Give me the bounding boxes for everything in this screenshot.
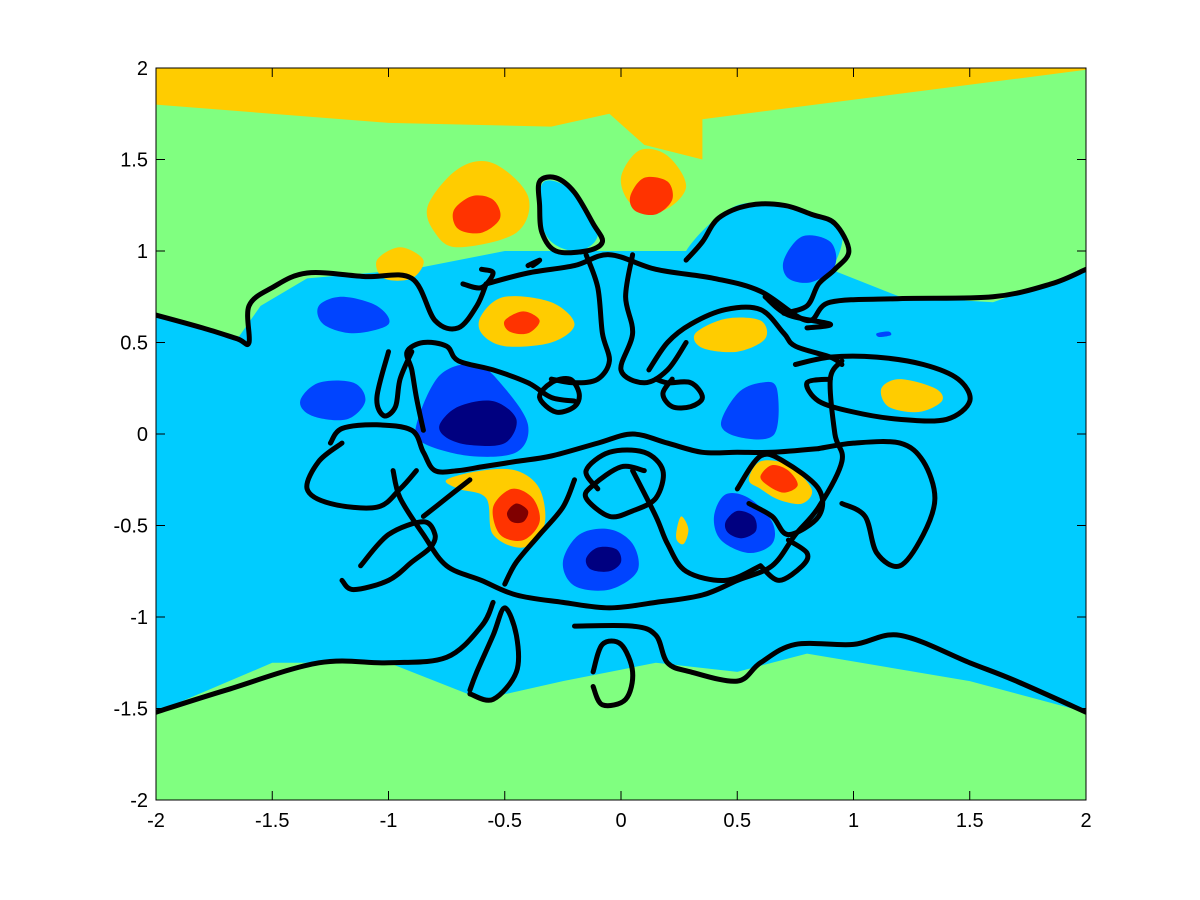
contour-region-pos3-21	[506, 503, 529, 524]
contour-region-pos1-0	[156, 68, 1086, 160]
y-tick-label: 0	[137, 424, 148, 446]
contour-region-pos1-28	[676, 516, 689, 545]
x-tick-label: 1	[848, 810, 859, 832]
contour-line-23	[816, 439, 938, 569]
contour-region-neg2-17	[720, 381, 779, 440]
x-tick-label: 2	[1080, 810, 1091, 832]
contour-line-25	[758, 537, 811, 583]
contour-region-pos2-5	[452, 195, 501, 234]
contour-region-pos1-18	[880, 379, 943, 413]
contour-region-pos1-8	[376, 247, 424, 281]
y-axis: -2 -1.5 -1 -0.5 0 0.5 1 1.5 2	[114, 58, 1086, 812]
y-tick-label: -0.5	[114, 516, 148, 538]
contour-line-21	[339, 519, 438, 593]
contour-region-pos1-13	[693, 317, 768, 353]
x-tick-label: 1.5	[956, 810, 984, 832]
x-tick-label: -1.5	[255, 810, 289, 832]
x-tick-label: -0.5	[488, 810, 522, 832]
contour-line-2	[762, 294, 833, 331]
contour-line-6	[525, 257, 543, 269]
contour-line-13	[548, 252, 612, 386]
contour-line-28	[467, 605, 522, 703]
contour-region-neg2-10	[317, 296, 390, 334]
contour-line-0	[156, 270, 489, 348]
contour-line-11	[537, 375, 582, 415]
y-tick-label: 1.5	[120, 150, 148, 172]
contour-line-7	[327, 422, 822, 475]
contour-line-15	[646, 304, 845, 373]
y-tick-label: 1	[137, 241, 148, 263]
contour-region-neg3-16	[439, 400, 517, 447]
y-tick-label: -1	[130, 607, 148, 629]
y-tick-label: 2	[137, 58, 148, 80]
contour-lines	[156, 174, 1086, 715]
contour-line-17	[420, 477, 473, 519]
contour-line-8	[304, 440, 419, 511]
contour-line-5	[460, 266, 496, 291]
contour-line-19	[502, 477, 577, 587]
x-tick-label: -1	[380, 810, 398, 832]
y-tick-label: -2	[130, 790, 148, 812]
contour-region-neg3-25	[724, 510, 757, 539]
contour-line-16	[390, 358, 845, 611]
x-tick-label: 0.5	[723, 810, 751, 832]
x-axis: -2 -1.5 -1 -0.5 0 0.5 1 1.5 2	[147, 68, 1092, 832]
contour-region-neg3-23	[585, 546, 622, 572]
contour-line-9	[374, 349, 415, 419]
contour-line-1	[483, 252, 1086, 324]
contour-region-pos2-12	[503, 311, 540, 335]
contour-line-20	[630, 468, 763, 584]
contour-line-29	[590, 638, 636, 709]
contour-line-27	[572, 622, 1086, 715]
y-tick-label: -1.5	[114, 699, 148, 721]
contour-fill-regions	[156, 68, 1086, 713]
contour-line-18	[582, 447, 666, 520]
contour-line-3	[683, 201, 852, 316]
contour-region-pos2-27	[760, 464, 798, 493]
contour-region-neg2-9	[782, 235, 837, 283]
contour-region-neg1-1	[156, 214, 1086, 713]
contour-line-12	[653, 376, 705, 411]
contour-line-26	[156, 599, 496, 715]
contour-line-22	[734, 451, 826, 538]
contour-line-4	[535, 174, 606, 256]
contour-region-neg2-14	[300, 380, 366, 421]
y-tick-label: 0.5	[120, 333, 148, 355]
contour-line-14	[618, 252, 689, 386]
contour-region-neg1-2	[539, 180, 598, 252]
contour-line-10	[404, 339, 577, 433]
contour-region-pos2-7	[629, 176, 673, 216]
x-tick-label: 0	[615, 810, 626, 832]
contour-line-24	[792, 353, 973, 424]
contour-region-neg2-29	[876, 331, 892, 338]
x-tick-label: -2	[147, 810, 165, 832]
